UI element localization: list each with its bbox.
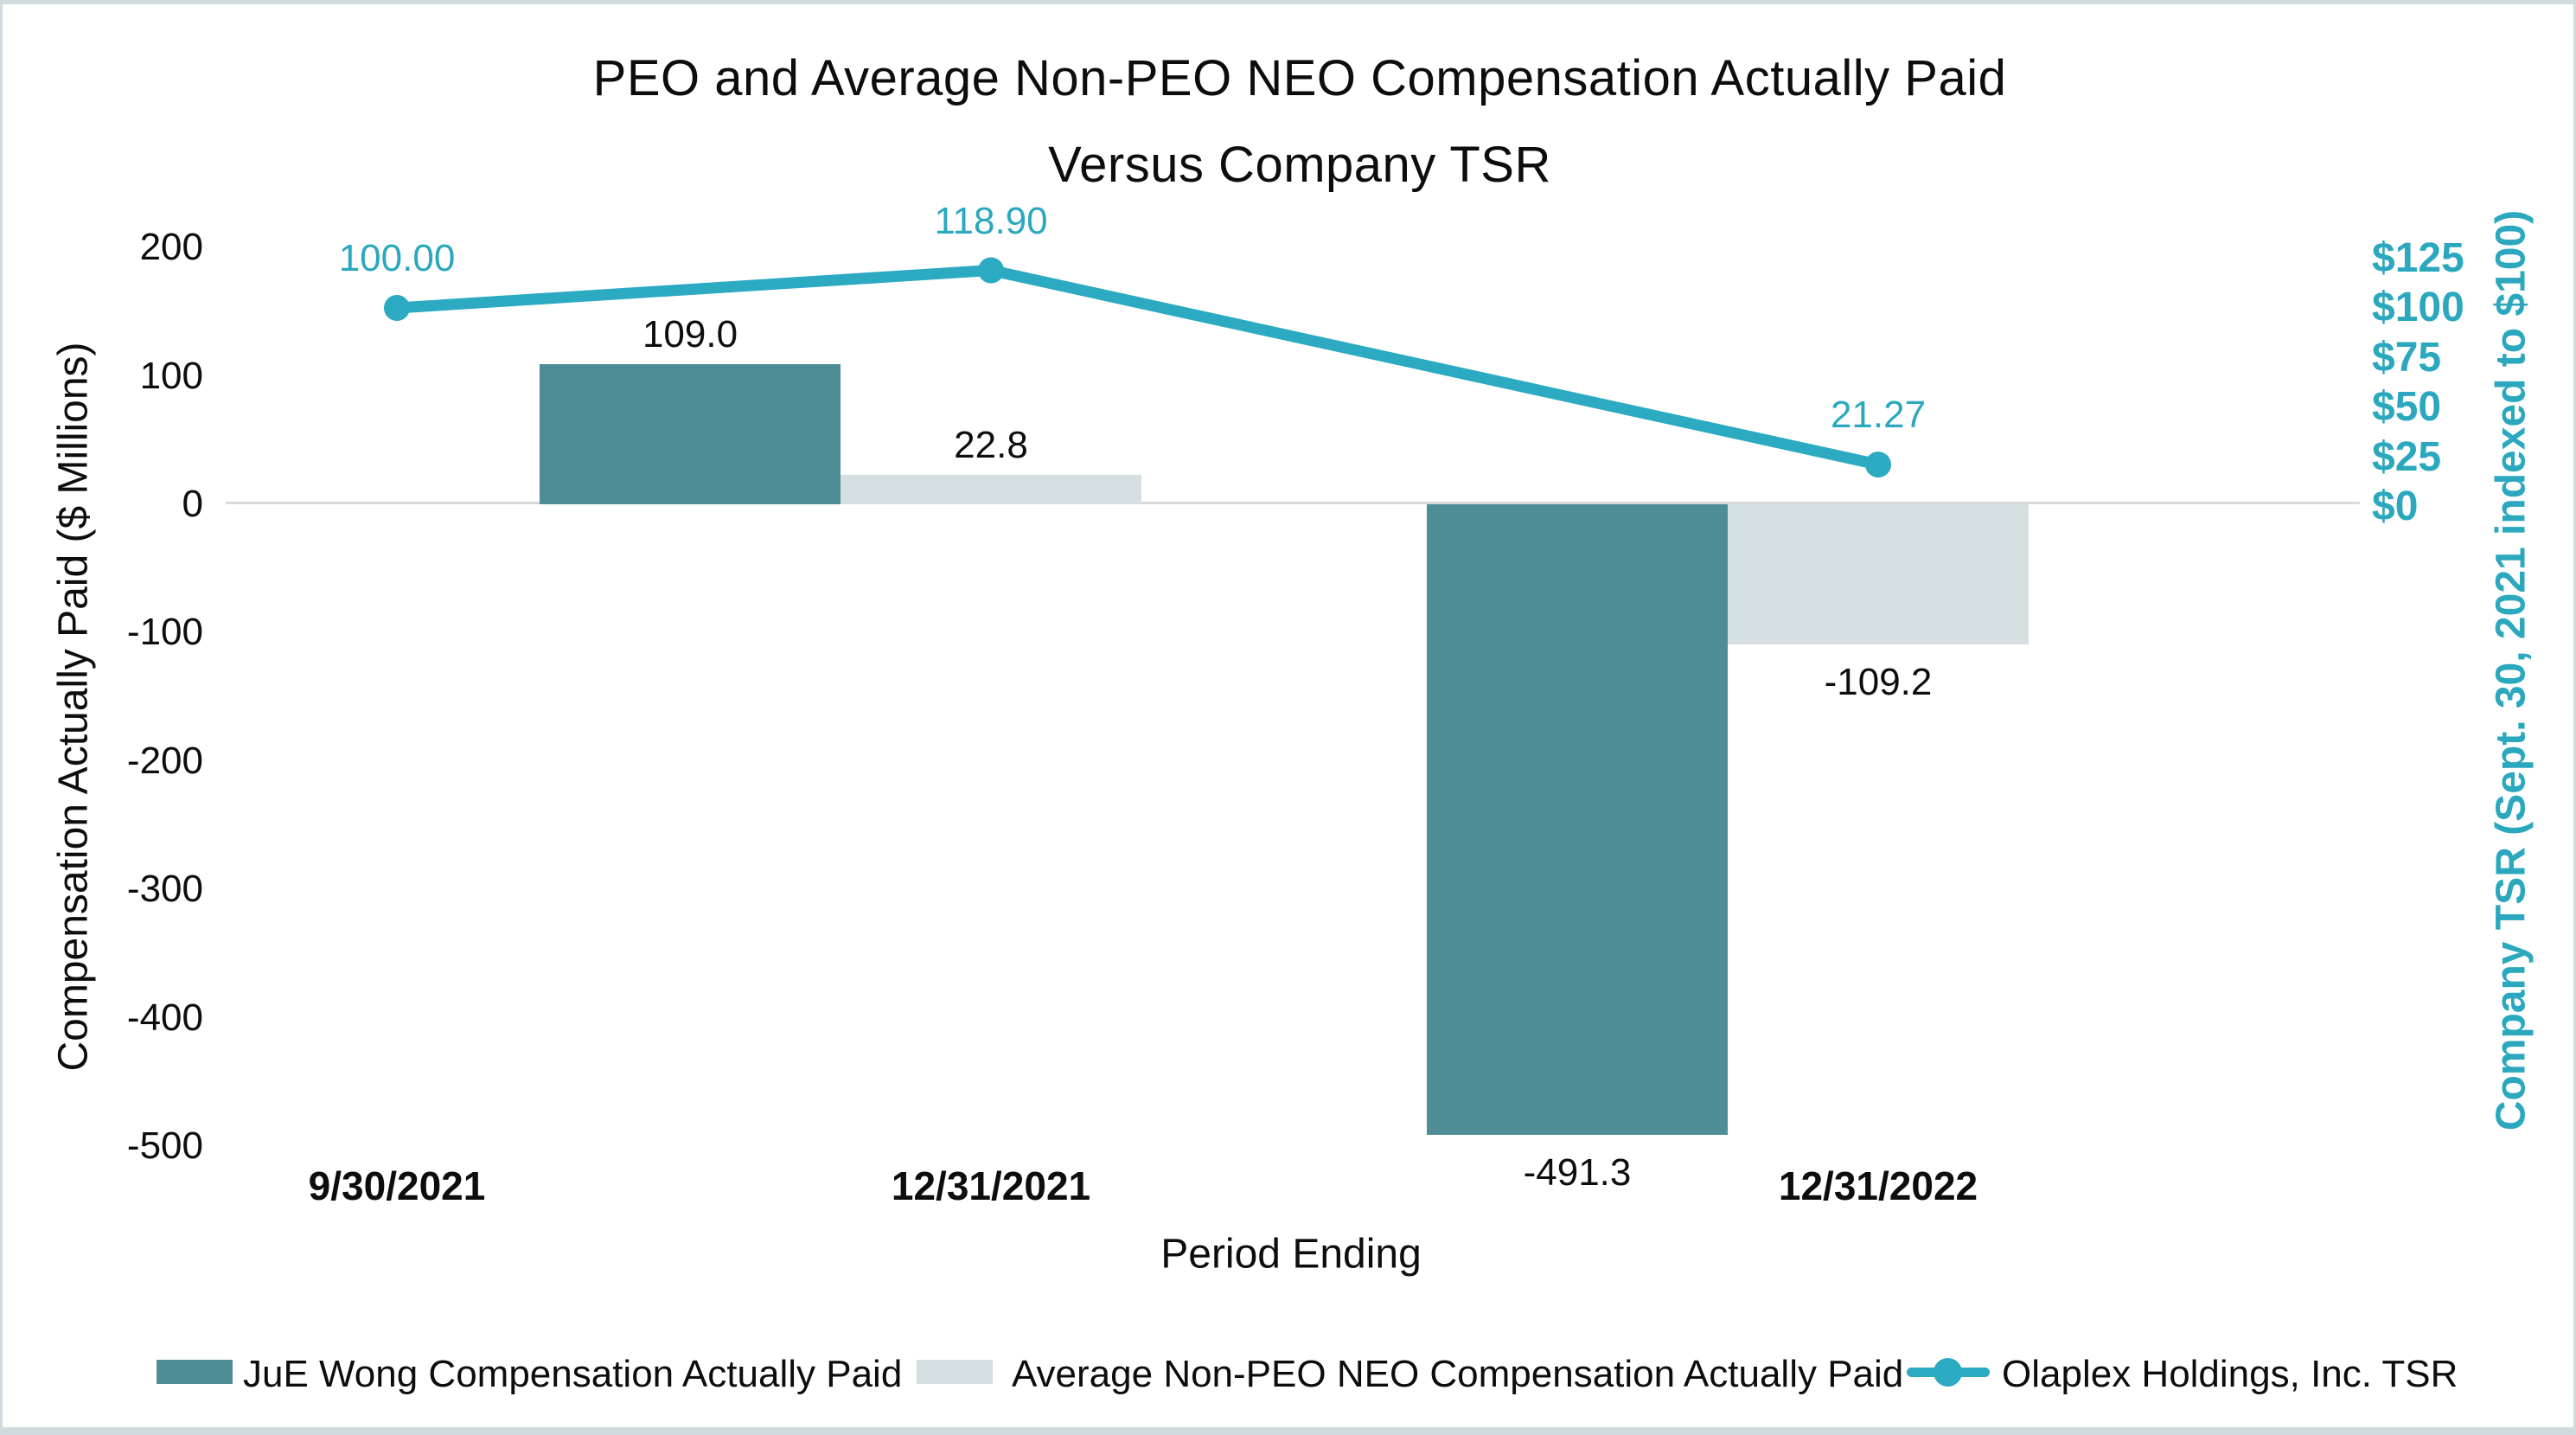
- bar-neo-12/31/2022: [1728, 504, 2029, 645]
- right-axis-tick: $0: [2372, 484, 2419, 529]
- chart-title-line-1: PEO and Average Non-PEO NEO Compensation…: [592, 50, 2007, 106]
- left-axis-tick: -200: [126, 739, 203, 782]
- legend-swatch-neo: [917, 1360, 993, 1384]
- right-axis-tick: $100: [2372, 285, 2464, 330]
- bar-value-label: 109.0: [642, 313, 738, 356]
- left-axis-tick: 0: [182, 483, 203, 525]
- left-axis-tick: 100: [139, 354, 203, 397]
- tsr-point: [384, 295, 410, 321]
- right-axis-tick: $50: [2372, 384, 2442, 430]
- tsr-line-layer: [384, 257, 1891, 478]
- tsr-line: [391, 265, 1884, 471]
- legend-label-neo: Average Non-PEO NEO Compensation Actuall…: [1012, 1353, 1904, 1395]
- bar-neo-12/31/2021: [841, 475, 1141, 504]
- legend-label-tsr: Olaplex Holdings, Inc. TSR: [2002, 1353, 2458, 1395]
- x-category-label: 12/31/2021: [891, 1163, 1091, 1208]
- right-axis-tick: $25: [2372, 433, 2442, 480]
- zero-gridline: [226, 502, 2360, 504]
- tsr-point-label: 118.90: [934, 199, 1048, 242]
- bar-peo-12/31/2022: [1427, 504, 1728, 1136]
- bar-value-label: -109.2: [1824, 661, 1933, 704]
- left-axis-tick: -100: [126, 611, 203, 654]
- tsr-point-label: 21.27: [1830, 394, 1927, 437]
- bar-value-label: -491.3: [1523, 1151, 1632, 1195]
- bar-peo-12/31/2021: [540, 364, 841, 504]
- tsr-point: [1865, 452, 1891, 478]
- left-axis-tick: -400: [126, 996, 203, 1039]
- tsr-point-label: 100.00: [338, 237, 456, 279]
- right-axis-tick: $75: [2372, 334, 2442, 381]
- x-category-label: 12/31/2022: [1778, 1163, 1978, 1208]
- right-axis-tick: $125: [2372, 234, 2464, 281]
- legend-label-peo: JuE Wong Compensation Actually Paid: [243, 1353, 903, 1395]
- bar-value-label: 22.8: [954, 424, 1028, 467]
- left-axis-tick: -500: [126, 1124, 203, 1167]
- legend-swatch-peo: [157, 1360, 233, 1384]
- x-axis-title: Period Ending: [1160, 1231, 1422, 1278]
- legend-line-marker-icon: [1934, 1358, 1962, 1387]
- x-category-label: 9/30/2021: [308, 1163, 486, 1208]
- tsr-point: [978, 257, 1004, 284]
- left-axis-tick: -300: [126, 868, 203, 911]
- chart-title-line-2: Versus Company TSR: [1048, 137, 1551, 193]
- left-axis-tick: 200: [139, 226, 203, 269]
